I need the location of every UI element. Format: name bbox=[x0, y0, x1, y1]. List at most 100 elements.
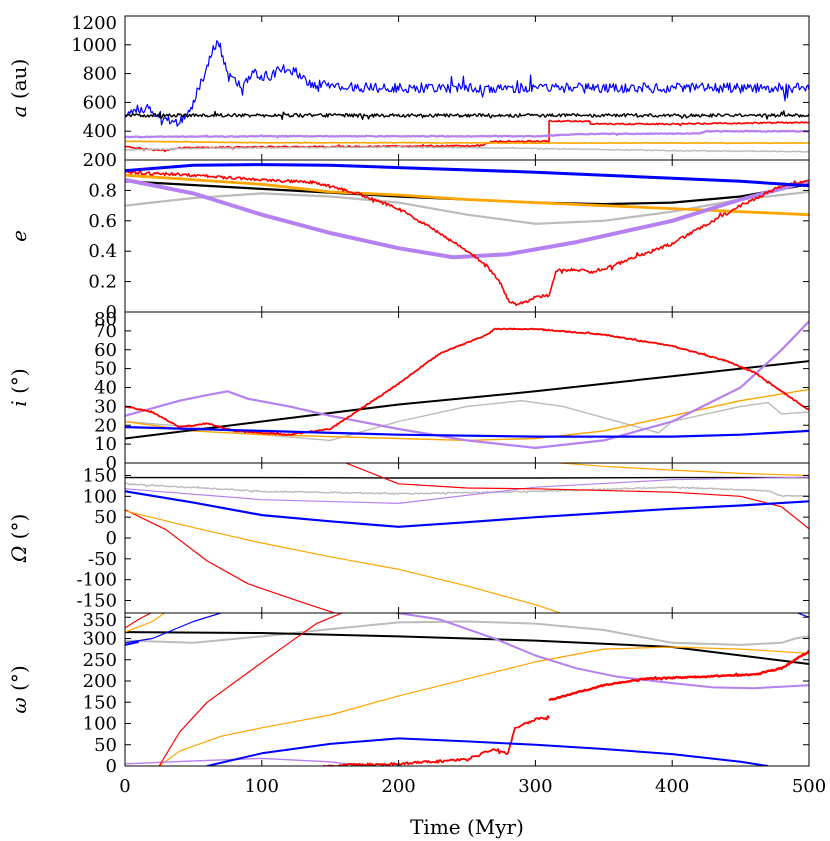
series-line-orange bbox=[551, 463, 809, 477]
series-line-red bbox=[344, 463, 809, 530]
x-tick-label: 400 bbox=[655, 776, 689, 797]
series-group bbox=[125, 40, 809, 153]
y-tick-label: 50 bbox=[94, 359, 117, 380]
y-tick-label: -50 bbox=[88, 549, 117, 570]
series-line-purple bbox=[125, 757, 370, 766]
panel-e: 0.8 0.6 0.4 0.2 0 e bbox=[7, 159, 810, 323]
y-tick-label: 20 bbox=[94, 415, 117, 436]
x-tick-label: 200 bbox=[381, 776, 415, 797]
series-line-orange bbox=[125, 140, 809, 145]
panel-frame bbox=[124, 612, 810, 767]
y-tick-label: 250 bbox=[83, 650, 117, 671]
x-tick-label: 0 bbox=[119, 776, 130, 797]
y-tick-label: 150 bbox=[83, 692, 117, 713]
y-axis-var: e bbox=[7, 230, 31, 242]
series-line-blue bbox=[125, 40, 809, 127]
x-tick-label: 300 bbox=[518, 776, 552, 797]
y-tick-label: 30 bbox=[94, 396, 117, 417]
y-tick-label: 60 bbox=[94, 340, 117, 361]
y-tick-label: 1000 bbox=[71, 35, 117, 56]
y-axis-var: ω bbox=[7, 697, 31, 713]
y-axis-label: Ω (°) bbox=[7, 514, 31, 564]
x-tick-label: 100 bbox=[245, 776, 279, 797]
series-line-purple bbox=[125, 476, 809, 504]
y-tick-label: 350 bbox=[83, 610, 117, 631]
y-axis-unit: (°) bbox=[7, 514, 31, 546]
series-line-red bbox=[125, 613, 152, 629]
series-line-red bbox=[125, 327, 809, 436]
series-line-gray bbox=[125, 482, 809, 498]
series-line-red bbox=[548, 650, 809, 702]
series-line-purple bbox=[391, 613, 809, 690]
series-line-purple bbox=[125, 320, 809, 449]
y-tick-label: 50 bbox=[94, 507, 117, 528]
series-line-red bbox=[323, 715, 550, 766]
series-line-purple bbox=[125, 129, 809, 139]
y-axis-label: i (°) bbox=[7, 368, 31, 406]
series-line-blue bbox=[125, 613, 221, 644]
series-line-orange bbox=[125, 510, 563, 613]
y-tick-label: 0 bbox=[106, 302, 117, 323]
series-line-blue bbox=[125, 490, 809, 528]
y-tick-label: 400 bbox=[83, 121, 117, 142]
y-tick-label: 0 bbox=[106, 756, 117, 777]
series-line-red bbox=[125, 509, 337, 613]
y-tick-label: -100 bbox=[77, 570, 117, 591]
y-axis-label: e bbox=[7, 230, 31, 242]
y-tick-label: 100 bbox=[83, 486, 117, 507]
y-axis-var: i bbox=[7, 400, 31, 406]
y-axis-label: a (au) bbox=[7, 59, 31, 118]
y-tick-label: 200 bbox=[83, 671, 117, 692]
series-line-red bbox=[125, 170, 809, 307]
y-tick-label: 40 bbox=[94, 378, 117, 399]
x-tick-label: 500 bbox=[792, 776, 826, 797]
series-line-black bbox=[125, 631, 809, 665]
series-line-gray bbox=[125, 145, 809, 153]
y-tick-label: 10 bbox=[94, 434, 117, 455]
series-group bbox=[125, 463, 809, 613]
y-tick-label: 800 bbox=[83, 64, 117, 85]
y-tick-label: 50 bbox=[94, 735, 117, 756]
series-line-gray bbox=[125, 190, 809, 225]
series-line-orange bbox=[125, 388, 809, 442]
series-line-blue bbox=[795, 613, 809, 618]
x-axis-label: Time (Myr) bbox=[410, 815, 524, 839]
y-axis-unit: (°) bbox=[7, 665, 31, 697]
y-axis-var: Ω bbox=[7, 546, 31, 564]
y-tick-label: 0.4 bbox=[88, 241, 117, 262]
y-tick-label: 300 bbox=[83, 629, 117, 650]
series-line-orange bbox=[125, 613, 166, 633]
y-axis-unit: (°) bbox=[7, 368, 31, 400]
y-axis-var: a bbox=[7, 105, 31, 117]
y-tick-label: 0.8 bbox=[88, 180, 117, 201]
y-tick-label: 80 bbox=[94, 309, 117, 330]
y-tick-label: 1200 bbox=[71, 13, 117, 34]
y-tick-label: 200 bbox=[83, 150, 117, 171]
series-line-gray bbox=[125, 400, 809, 442]
y-tick-label: -150 bbox=[77, 591, 117, 612]
series-line-orange bbox=[158, 646, 809, 766]
y-axis-unit: (au) bbox=[7, 59, 31, 106]
series-group bbox=[125, 613, 809, 766]
panel-frame bbox=[124, 462, 810, 614]
y-tick-label: 100 bbox=[83, 714, 117, 735]
y-tick-label: 150 bbox=[83, 466, 117, 487]
y-tick-label: 0 bbox=[106, 453, 117, 474]
series-group bbox=[125, 320, 809, 449]
series-line-blue bbox=[125, 163, 809, 188]
y-tick-label: 0.6 bbox=[88, 211, 117, 232]
series-line-black bbox=[125, 110, 809, 120]
series-line-red bbox=[125, 119, 809, 153]
y-tick-label: 0 bbox=[106, 528, 117, 549]
series-line-blue bbox=[125, 426, 809, 438]
y-axis-label: ω (°) bbox=[7, 665, 31, 713]
y-tick-label: 0.2 bbox=[88, 272, 117, 293]
series-line-blue bbox=[206, 737, 769, 766]
series-line-blue bbox=[125, 640, 139, 646]
